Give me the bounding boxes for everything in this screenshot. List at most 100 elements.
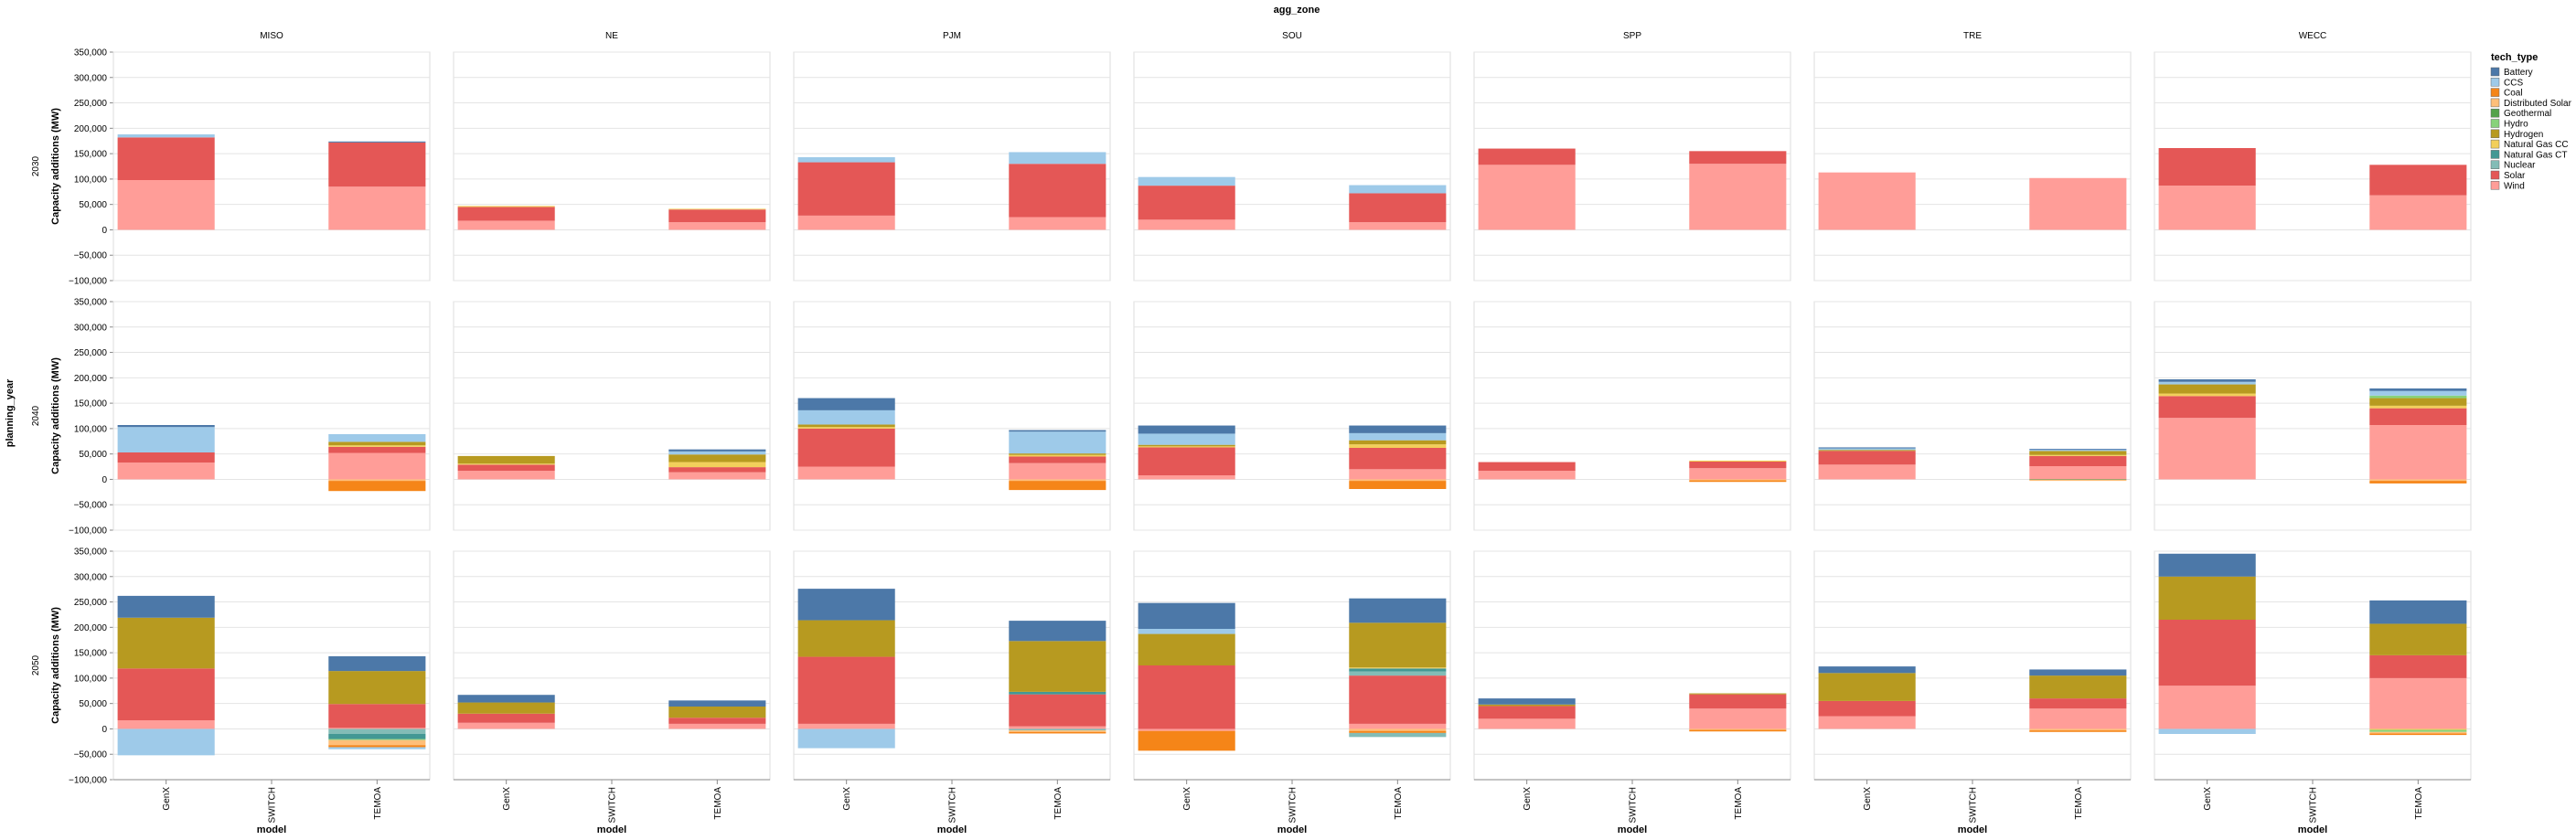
bar-segment-distributed-solar <box>328 739 426 746</box>
bar-segment-coal <box>1349 730 1447 733</box>
x-tick-label: TEMOA <box>1053 787 1064 820</box>
legend-swatch <box>2490 98 2500 108</box>
bar-segment-solar <box>2369 165 2467 196</box>
bar-segment-natural-gas-cc <box>1689 460 1787 462</box>
legend-swatch <box>2490 170 2500 180</box>
bar-segment-distributed-solar <box>1689 479 1787 481</box>
bar-segment-wind <box>1689 164 1787 230</box>
bar-segment-solar <box>668 718 766 724</box>
y-tick-label: 200,000 <box>74 623 108 633</box>
bar-segment-hydrogen <box>1478 704 1576 707</box>
column-facet-label: PJM <box>943 31 961 41</box>
bar-segment-solar <box>2158 148 2256 186</box>
bar-segment-ccs <box>1009 431 1106 454</box>
bar-segment-hydrogen <box>1818 450 1916 452</box>
bar-segment-wind <box>797 466 895 480</box>
bar-segment-solar <box>2369 408 2467 425</box>
column-facet-label: NE <box>605 31 618 41</box>
legend-swatch <box>2490 129 2500 139</box>
facet-panel: GenX SWITCH TEMOA model <box>2154 550 2472 835</box>
legend-item: Hydrogen <box>2490 129 2543 140</box>
x-tick-label: GenX <box>162 787 172 811</box>
bar-segment-wind <box>1009 217 1106 230</box>
y-tick-label: 300,000 <box>74 572 108 582</box>
bar-segment-battery <box>668 700 766 707</box>
x-axis-title: model <box>257 824 286 835</box>
bar-segment-wind <box>1478 471 1576 480</box>
y-tick-label: −100,000 <box>69 277 107 287</box>
panel-frame <box>1133 51 1451 282</box>
bar-segment-hydrogen <box>2158 384 2256 394</box>
x-axis-title: model <box>2298 824 2327 835</box>
facet-panel <box>1133 301 1451 531</box>
bar-segment-ccs <box>1138 176 1235 186</box>
x-tick-label: TEMOA <box>1394 787 1404 820</box>
bar-segment-wind <box>1009 463 1106 480</box>
bar-segment-natural-gas-cc <box>668 208 766 210</box>
bar-segment-wind <box>2158 418 2256 480</box>
column-facet-title: agg_zone <box>1274 5 1320 16</box>
bar-segment-battery <box>457 695 555 703</box>
legend-swatch <box>2490 88 2500 97</box>
bar-segment-battery <box>117 425 215 428</box>
bar-segment-battery <box>1009 621 1106 642</box>
bar-segment-hydrogen <box>797 424 895 428</box>
bar-segment-hydrogen <box>1138 444 1235 447</box>
legend-item: Natural Gas CC <box>2490 139 2569 150</box>
bar-segment-solar <box>457 713 555 723</box>
row-facet-label: 2050 <box>31 654 41 675</box>
panel-frame <box>453 51 771 282</box>
bar-segment-natural-gas-ct <box>1009 691 1106 695</box>
bar-segment-wind <box>1138 728 1235 731</box>
legend-item: Wind <box>2490 181 2525 191</box>
bar-segment-wind <box>457 220 555 230</box>
x-tick-label: SWITCH <box>608 787 618 823</box>
legend-item: CCS <box>2490 78 2523 88</box>
bar-segment-ccs <box>1349 185 1447 194</box>
bar-segment-battery <box>328 141 426 143</box>
x-axis-title: model <box>597 824 626 835</box>
bar-segment-ccs <box>2369 390 2467 396</box>
x-axis-title: model <box>1958 824 1987 835</box>
x-tick-label: SWITCH <box>1288 787 1299 823</box>
legend-label: Hydrogen <box>2504 130 2543 140</box>
bar-segment-wind <box>1349 222 1447 230</box>
bar-segment-hydrogen <box>2369 623 2467 655</box>
y-tick-label: 300,000 <box>74 323 108 333</box>
bar-segment-wind <box>1138 219 1235 230</box>
y-tick-label: 50,000 <box>79 450 107 460</box>
row-facet-label: 2040 <box>31 405 41 426</box>
bar-segment-solar <box>1138 186 1235 220</box>
bar-segment-natural-gas-cc <box>668 462 766 468</box>
bar-segment-natural-gas-cc <box>2369 728 2467 730</box>
facet-panel <box>1813 51 2132 282</box>
bar-segment-natural-gas-ct <box>1349 668 1447 672</box>
panel-frame <box>1473 550 1791 781</box>
bar-segment-natural-gas-cc <box>457 463 555 465</box>
bar-segment-wind <box>668 723 766 729</box>
bar-segment-solar <box>1818 700 1916 717</box>
panel-frame <box>1133 301 1451 531</box>
bar-segment-solar <box>1818 451 1916 465</box>
bar-segment-solar <box>2029 455 2127 466</box>
legend-swatch <box>2490 181 2500 190</box>
bar-segment-hydrogen <box>1138 633 1235 665</box>
y-tick-label: 0 <box>102 226 107 236</box>
bar-segment-hydrogen <box>457 702 555 714</box>
column-facet-label: TRE <box>1963 31 1982 41</box>
bar-segment-battery <box>1009 430 1106 432</box>
bar-segment-coal <box>1009 731 1106 734</box>
bar-segment-natural-gas-ct <box>328 734 426 739</box>
y-tick-label: 50,000 <box>79 200 107 210</box>
bar-segment-solar <box>1009 456 1106 463</box>
legend-item: Solar <box>2490 170 2526 181</box>
y-tick-label: 50,000 <box>79 699 107 709</box>
legend-label: Solar <box>2504 171 2526 181</box>
facet-panel <box>793 51 1111 282</box>
panel-frame <box>1813 301 2132 531</box>
bar-segment-solar <box>1138 665 1235 729</box>
bar-segment-hydrogen <box>1689 693 1787 695</box>
legend-label: Wind <box>2504 181 2525 191</box>
facet-panel <box>1473 51 1791 282</box>
